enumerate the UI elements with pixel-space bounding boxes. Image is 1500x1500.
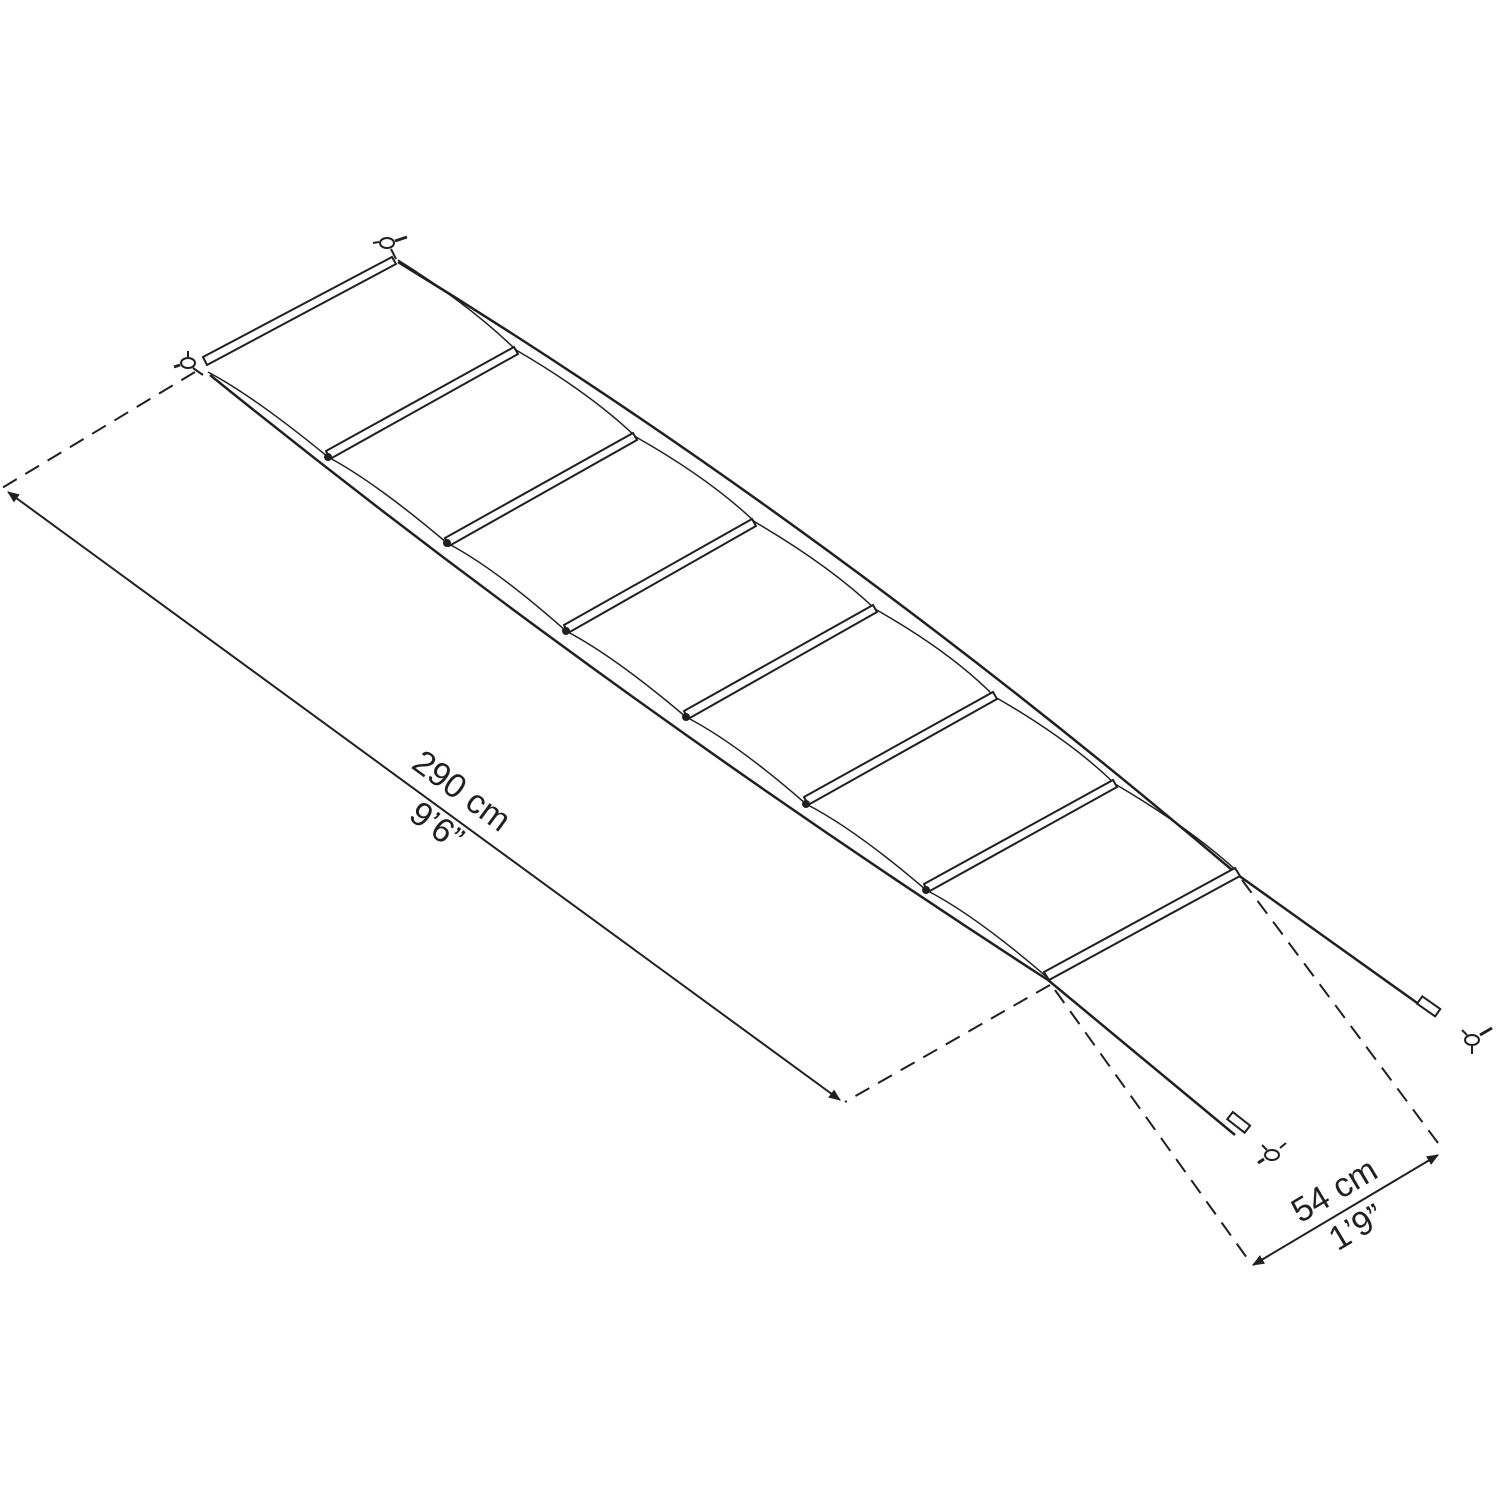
wing-bolt-icon xyxy=(1461,1026,1493,1054)
width-dimension-line xyxy=(1252,1154,1439,1266)
extension-lines xyxy=(1,371,1439,1259)
joint xyxy=(682,713,690,721)
cable-left xyxy=(209,374,1236,1136)
bar-7 xyxy=(922,778,1119,894)
turnbuckle-icon xyxy=(1225,1110,1252,1135)
extension-line-top-left xyxy=(1,371,196,489)
wing-bolt-icon xyxy=(1257,1142,1287,1165)
bar-6 xyxy=(802,690,999,807)
joint xyxy=(922,886,930,894)
dimension-lines xyxy=(7,491,1439,1266)
joint xyxy=(802,800,810,808)
shade-fabric xyxy=(207,259,1239,979)
wing-bolt-icon xyxy=(372,235,408,260)
length-dimension-line xyxy=(7,491,841,1101)
bar-1 xyxy=(201,255,398,367)
cables xyxy=(209,260,1421,1136)
bar-4 xyxy=(562,517,758,635)
joint xyxy=(443,539,451,547)
bar-8 xyxy=(1042,866,1242,982)
turnbuckles xyxy=(1225,995,1442,1135)
joints xyxy=(324,453,930,894)
joint xyxy=(324,453,332,461)
bar-5 xyxy=(682,603,879,721)
turnbuckle-icon xyxy=(1415,995,1442,1018)
extension-line-bottom-left xyxy=(844,984,1051,1103)
cable-right xyxy=(397,260,1421,1007)
cross-bars xyxy=(201,255,1242,982)
fasteners xyxy=(173,235,1493,1165)
fabric-left-edge xyxy=(207,371,1049,979)
joint xyxy=(562,627,570,635)
wing-bolt-icon xyxy=(173,351,204,376)
bar-2 xyxy=(324,345,520,461)
extension-line-right-outer xyxy=(1241,879,1439,1144)
extension-line-right-inner xyxy=(1054,989,1248,1259)
fabric-right-edge xyxy=(397,259,1239,873)
bar-3 xyxy=(443,431,639,548)
